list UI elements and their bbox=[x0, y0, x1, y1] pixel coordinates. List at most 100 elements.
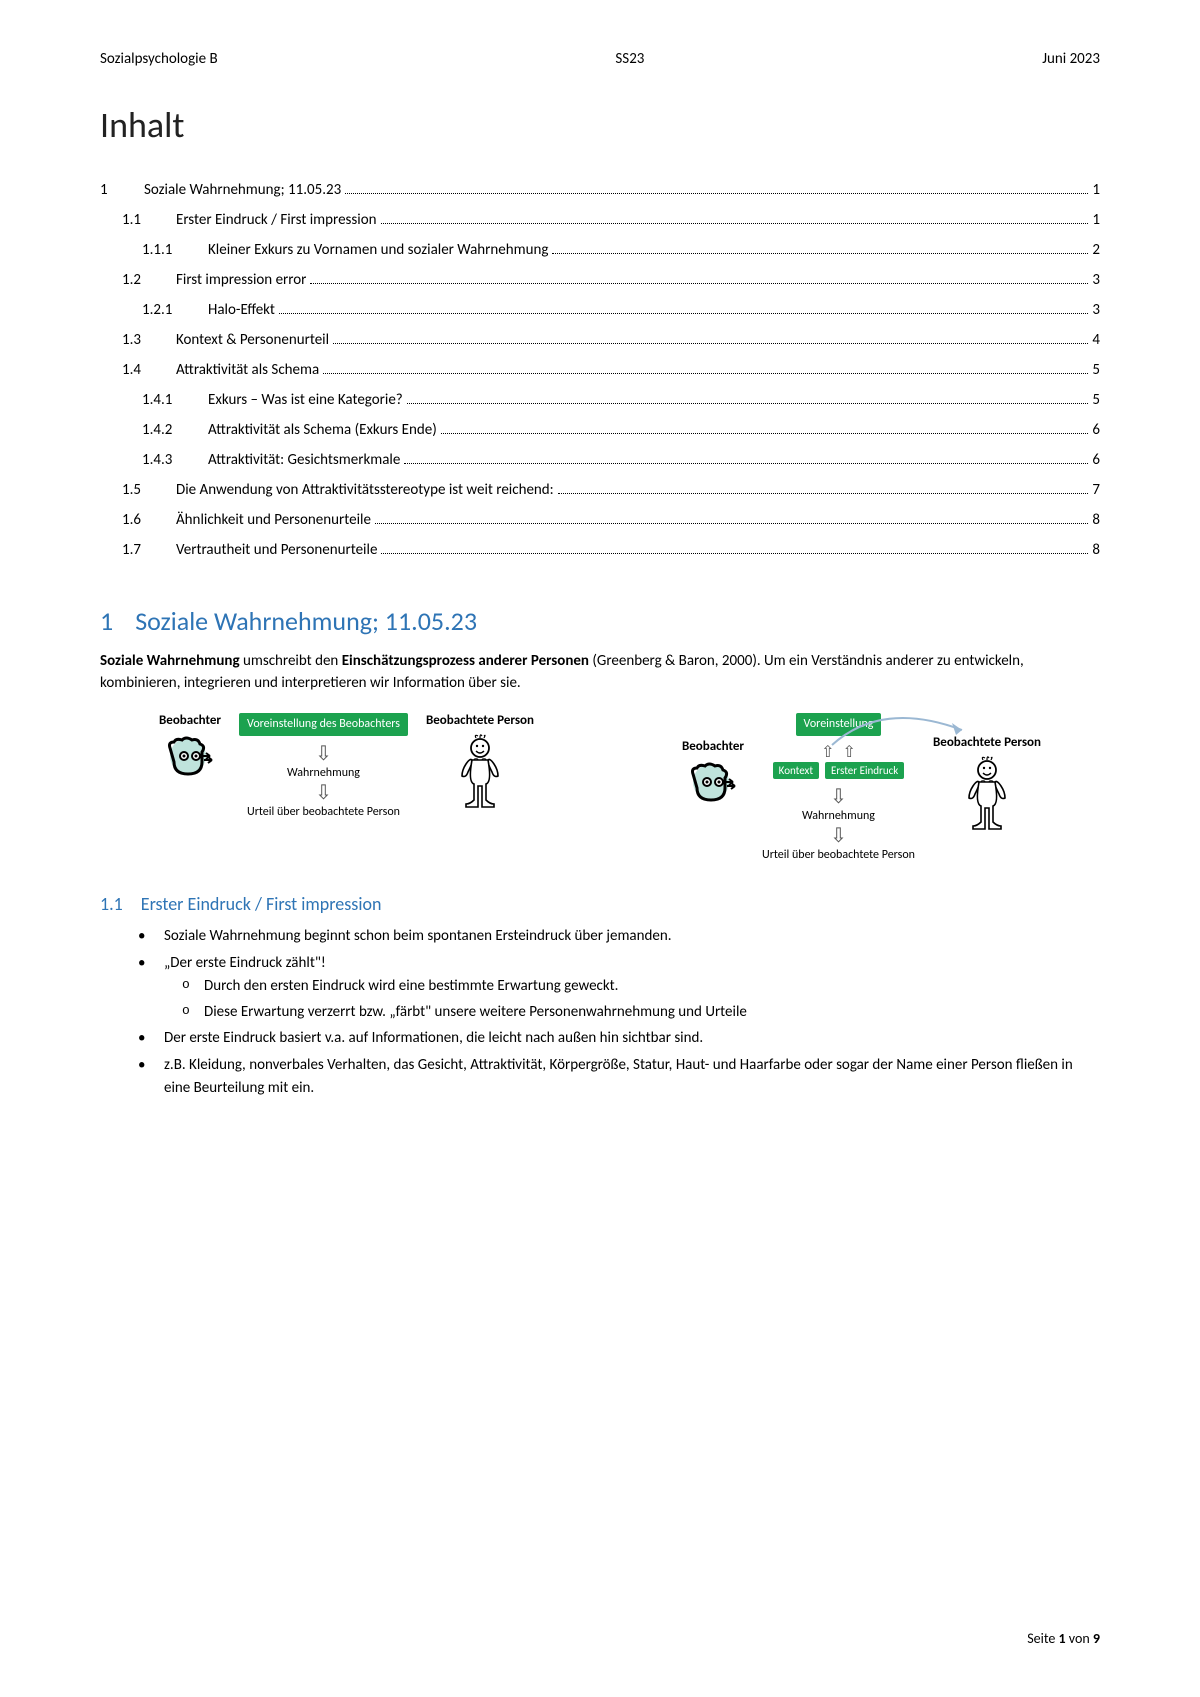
toc-entry-title: Die Anwendung von Attraktivitätsstereoty… bbox=[176, 475, 554, 505]
arrow-down-icon: ⇩ bbox=[315, 783, 332, 803]
diagram-right: Beobachter Voreinstellung ⇧⇧ Kontext Ers… bbox=[682, 713, 1041, 864]
toc-entry-page: 5 bbox=[1092, 385, 1100, 415]
wahrnehmung-text: Wahrnehmung bbox=[287, 766, 360, 781]
toc-entry-num: 1.6 bbox=[122, 505, 176, 535]
toc-entry[interactable]: 1.4.3Attraktivität: Gesichtsmerkmale 6 bbox=[100, 445, 1100, 475]
footer-of: von bbox=[1066, 1630, 1093, 1647]
para-bold-1: Soziale Wahrnehmung bbox=[100, 652, 240, 670]
observer-label: Beobachter bbox=[159, 713, 221, 728]
toc-entry-num: 1.5 bbox=[122, 475, 176, 505]
bullet-list: Soziale Wahrnehmung beginnt schon beim s… bbox=[100, 925, 1100, 1100]
page-footer: Seite 1 von 9 bbox=[1027, 1630, 1100, 1647]
toc-entry[interactable]: 1.7Vertrautheit und Personenurteile 8 bbox=[100, 535, 1100, 565]
toc-entry[interactable]: 1.4Attraktivität als Schema 5 bbox=[100, 355, 1100, 385]
wahrnehmung-text: Wahrnehmung bbox=[802, 809, 875, 824]
section-1-heading: 1 Soziale Wahrnehmung; 11.05.23 bbox=[100, 605, 1100, 637]
section-1-title: Soziale Wahrnehmung; 11.05.23 bbox=[135, 605, 477, 637]
toc-entry[interactable]: 1Soziale Wahrnehmung; 11.05.23 1 bbox=[100, 175, 1100, 205]
toc-entry-page: 4 bbox=[1092, 325, 1100, 355]
toc-entry-num: 1 bbox=[100, 175, 144, 205]
section-1-1-title: Erster Eindruck / First impression bbox=[141, 893, 382, 915]
toc-entry-page: 1 bbox=[1092, 205, 1100, 235]
toc-entry[interactable]: 1.1.1Kleiner Exkurs zu Vornamen und sozi… bbox=[100, 235, 1100, 265]
toc-entry-title: Exkurs – Was ist eine Kategorie? bbox=[208, 385, 403, 415]
para-text-1: umschreibt den bbox=[240, 652, 342, 670]
toc-entry-page: 3 bbox=[1092, 265, 1100, 295]
toc-dots bbox=[310, 283, 1088, 284]
diagram-left: Beobachter Voreinstellung des Beobachter… bbox=[159, 713, 534, 864]
toc-entry-title: Kontext & Personenurteil bbox=[176, 325, 329, 355]
toc-entry-num: 1.1 bbox=[122, 205, 176, 235]
toc-dots bbox=[404, 463, 1088, 464]
toc-dots bbox=[441, 433, 1089, 434]
diagram-container: Beobachter Voreinstellung des Beobachter… bbox=[100, 713, 1100, 864]
toc-dots bbox=[381, 553, 1088, 554]
middle-column: Voreinstellung des Beobachters ⇩ Wahrneh… bbox=[239, 713, 408, 820]
list-item: Durch den ersten Eindruck wird eine best… bbox=[204, 975, 1100, 998]
toc-dots bbox=[407, 403, 1089, 404]
toc-entry[interactable]: 1.4.2Attraktivität als Schema (Exkurs En… bbox=[100, 415, 1100, 445]
sub-bullet-list: Durch den ersten Eindruck wird eine best… bbox=[164, 975, 1100, 1025]
toc-dots bbox=[345, 193, 1088, 194]
toc-entry-num: 1.4.2 bbox=[142, 415, 208, 445]
toc-entry-title: Erster Eindruck / First impression bbox=[176, 205, 377, 235]
header-center: SS23 bbox=[615, 50, 644, 68]
toc-entry-page: 8 bbox=[1092, 535, 1100, 565]
erster-eindruck-box: Erster Eindruck bbox=[825, 762, 904, 780]
observed-label: Beobachtete Person bbox=[426, 713, 534, 728]
toc-heading: Inhalt bbox=[100, 103, 1100, 147]
section-1-paragraph: Soziale Wahrnehmung umschreibt den Einsc… bbox=[100, 651, 1100, 695]
table-of-contents: 1Soziale Wahrnehmung; 11.05.23 11.1Erste… bbox=[100, 175, 1100, 565]
urteil-text: Urteil über beobachtete Person bbox=[247, 805, 400, 820]
header-right: Juni 2023 bbox=[1042, 50, 1100, 68]
observer-column: Beobachter bbox=[682, 739, 744, 820]
para-bold-2: Einschätzungsprozess anderer Personen bbox=[342, 652, 589, 670]
section-1-1-num: 1.1 bbox=[100, 893, 123, 915]
header-left: Sozialpsychologie B bbox=[100, 50, 218, 68]
toc-dots bbox=[552, 253, 1088, 254]
toc-entry-num: 1.4.3 bbox=[142, 445, 208, 475]
toc-entry-title: Ähnlichkeit und Personenurteile bbox=[176, 505, 371, 535]
toc-entry-page: 2 bbox=[1092, 235, 1100, 265]
toc-entry-num: 1.3 bbox=[122, 325, 176, 355]
toc-dots bbox=[279, 313, 1088, 314]
toc-entry-title: Kleiner Exkurs zu Vornamen und sozialer … bbox=[208, 235, 548, 265]
toc-entry[interactable]: 1.6Ähnlichkeit und Personenurteile 8 bbox=[100, 505, 1100, 535]
list-item: Soziale Wahrnehmung beginnt schon beim s… bbox=[160, 925, 1100, 948]
toc-entry-num: 1.7 bbox=[122, 535, 176, 565]
toc-entry-num: 1.2.1 bbox=[142, 295, 208, 325]
toc-entry[interactable]: 1.1Erster Eindruck / First impression 1 bbox=[100, 205, 1100, 235]
toc-entry[interactable]: 1.4.1Exkurs – Was ist eine Kategorie? 5 bbox=[100, 385, 1100, 415]
observer-label: Beobachter bbox=[682, 739, 744, 754]
list-item: Diese Erwartung verzerrt bzw. „färbt" un… bbox=[204, 1001, 1100, 1024]
toc-dots bbox=[323, 373, 1088, 374]
list-item: „Der erste Eindruck zählt"! Durch den er… bbox=[160, 952, 1100, 1025]
footer-current-page: 1 bbox=[1059, 1630, 1066, 1647]
toc-entry[interactable]: 1.2First impression error 3 bbox=[100, 265, 1100, 295]
observer-column: Beobachter bbox=[159, 713, 221, 794]
toc-entry-title: Attraktivität als Schema bbox=[176, 355, 319, 385]
toc-entry[interactable]: 1.2.1Halo-Effekt 3 bbox=[100, 295, 1100, 325]
toc-entry-page: 8 bbox=[1092, 505, 1100, 535]
toc-entry-page: 6 bbox=[1092, 445, 1100, 475]
toc-entry-title: First impression error bbox=[176, 265, 306, 295]
toc-entry-title: Halo-Effekt bbox=[208, 295, 275, 325]
toc-entry[interactable]: 1.3Kontext & Personenurteil 4 bbox=[100, 325, 1100, 355]
subbox-row: Kontext Erster Eindruck bbox=[773, 762, 905, 786]
toc-entry-num: 1.4.1 bbox=[142, 385, 208, 415]
person-icon bbox=[452, 734, 508, 810]
toc-entry-page: 5 bbox=[1092, 355, 1100, 385]
footer-prefix: Seite bbox=[1027, 1630, 1058, 1647]
page-header: Sozialpsychologie B SS23 Juni 2023 bbox=[100, 50, 1100, 68]
section-1-num: 1 bbox=[100, 605, 113, 637]
person-icon bbox=[959, 756, 1015, 832]
toc-dots bbox=[333, 343, 1088, 344]
toc-entry-num: 1.2 bbox=[122, 265, 176, 295]
arrow-down-icon: ⇩ bbox=[830, 787, 847, 807]
list-item: z.B. Kleidung, nonverbales Verhalten, da… bbox=[160, 1054, 1100, 1101]
kontext-box: Kontext bbox=[773, 762, 819, 780]
toc-entry-num: 1.4 bbox=[122, 355, 176, 385]
toc-entry[interactable]: 1.5Die Anwendung von Attraktivitätsstere… bbox=[100, 475, 1100, 505]
observer-icon bbox=[683, 760, 743, 820]
toc-dots bbox=[381, 223, 1089, 224]
